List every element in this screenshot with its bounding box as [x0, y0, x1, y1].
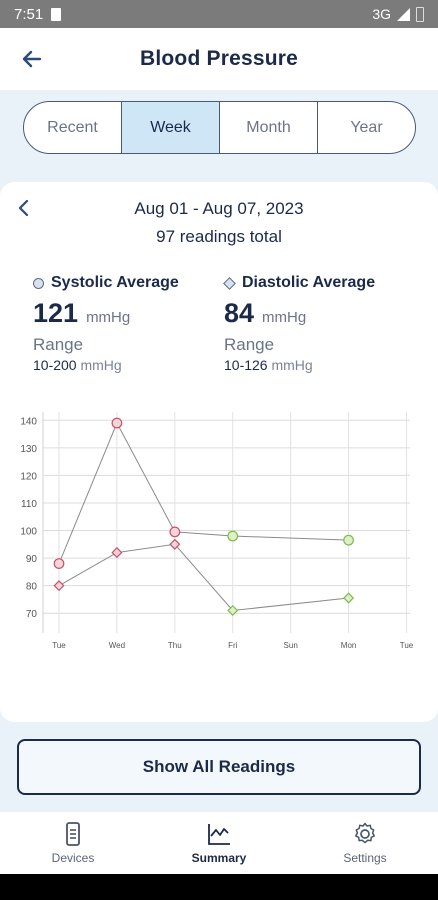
diastolic-range: 10-126 — [224, 357, 268, 373]
series-line — [58, 543, 349, 611]
y-tick-label: 70 — [26, 609, 38, 620]
systolic-range-label: Range — [33, 335, 84, 354]
x-tick-label: Tue — [52, 641, 66, 650]
systolic-point — [53, 558, 65, 570]
chart-icon — [208, 824, 230, 845]
x-tick-label: Sun — [284, 641, 298, 650]
status-bar: 7:51 3G — [0, 0, 438, 28]
circle-marker-icon — [33, 277, 44, 289]
nav-settings-label: Settings — [343, 851, 387, 865]
systolic-point — [169, 526, 181, 538]
diastolic-point — [169, 538, 181, 550]
diastolic-point — [343, 592, 355, 604]
button-area: Show All Readings — [0, 722, 438, 812]
nav-settings[interactable]: Settings — [292, 812, 438, 874]
diastolic-summary: Diastolic Average 84 mmHg Range 10-126 mm… — [223, 274, 376, 373]
x-tick-label: Tue — [400, 641, 414, 650]
diastolic-unit: mmHg — [262, 309, 307, 326]
period-segmented-control: Recent Week Month Year — [23, 101, 416, 154]
tab-year[interactable]: Year — [350, 118, 383, 136]
date-range: Aug 01 - Aug 07, 2023 — [134, 199, 304, 218]
previous-period-icon[interactable] — [14, 196, 34, 220]
gear-icon — [355, 822, 375, 844]
tab-week[interactable]: Week — [122, 102, 220, 153]
tab-month[interactable]: Month — [220, 102, 318, 153]
page-title: Blood Pressure — [139, 47, 298, 70]
systolic-point — [227, 530, 239, 542]
signal-icon — [397, 7, 410, 21]
diamond-marker-icon — [223, 276, 236, 290]
systolic-range: 10-200 — [33, 357, 77, 373]
summary-card: Aug 01 - Aug 07, 2023 97 readings total … — [0, 182, 438, 722]
diastolic-range-label: Range — [224, 335, 275, 354]
y-tick-label: 110 — [21, 499, 37, 510]
systolic-average: 121 — [33, 298, 79, 328]
period-selector-area: Recent Week Month Year — [0, 90, 438, 182]
nav-summary-label: Summary — [191, 851, 247, 865]
diastolic-label: Diastolic Average — [242, 274, 376, 291]
diastolic-average: 84 — [224, 298, 255, 328]
phone-icon — [66, 822, 80, 846]
blood-pressure-chart: 70 80 90 100 110 120 130 140 Tue Wed Thu Fri Sun Mon T… — [20, 412, 414, 650]
systolic-label: Systolic Average — [51, 274, 179, 291]
diastolic-point — [111, 547, 123, 559]
nav-devices-label: Devices — [51, 851, 95, 865]
bottom-navigation: Devices Summary Settings — [0, 812, 438, 874]
tab-recent[interactable]: Recent — [24, 102, 122, 153]
y-tick-label: 80 — [26, 582, 38, 593]
status-time: 7:51 — [14, 5, 44, 23]
battery-icon — [416, 6, 424, 22]
app-bar: Blood Pressure — [0, 28, 438, 90]
show-all-readings-button[interactable]: Show All Readings — [17, 739, 421, 795]
diastolic-range-unit: mmHg — [271, 357, 313, 373]
network-type: 3G — [372, 6, 391, 22]
readings-total: 97 readings total — [156, 227, 282, 246]
x-tick-label: Wed — [109, 641, 125, 650]
systolic-summary: Systolic Average 121 mmHg Range 10-200 mm… — [33, 274, 179, 373]
system-navigation-bar — [0, 874, 438, 900]
systolic-point — [111, 417, 123, 429]
sd-card-icon — [51, 7, 62, 21]
back-arrow-icon[interactable] — [18, 45, 46, 73]
diastolic-point — [53, 580, 65, 592]
y-tick-label: 140 — [20, 416, 37, 427]
systolic-unit: mmHg — [86, 309, 131, 326]
y-tick-label: 100 — [20, 527, 37, 538]
y-tick-label: 130 — [20, 444, 37, 455]
y-tick-label: 90 — [26, 554, 38, 565]
x-tick-label: Fri — [228, 641, 238, 650]
nav-devices[interactable]: Devices — [0, 812, 146, 874]
x-tick-label: Thu — [168, 641, 182, 650]
systolic-point — [343, 534, 354, 546]
x-tick-label: Mon — [341, 641, 357, 650]
y-tick-label: 120 — [20, 471, 37, 482]
systolic-range-unit: mmHg — [80, 357, 122, 373]
nav-summary[interactable]: Summary — [146, 812, 292, 874]
diastolic-point — [227, 604, 239, 616]
series-line — [58, 421, 349, 564]
